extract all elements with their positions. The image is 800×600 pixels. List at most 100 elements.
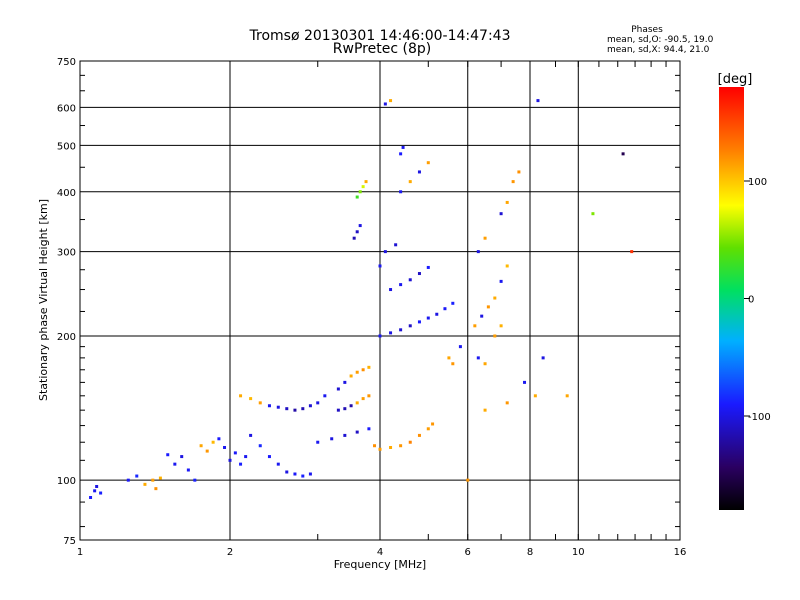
y-tick-label: 750 xyxy=(57,57,76,68)
data-point xyxy=(355,195,359,199)
data-point xyxy=(389,445,393,449)
data-point xyxy=(389,331,393,335)
data-point xyxy=(158,476,162,480)
data-point xyxy=(249,397,253,401)
data-point xyxy=(483,408,487,412)
data-point xyxy=(239,462,243,466)
chart-subtitle: RwPretec (8p) xyxy=(333,41,431,57)
x-tick-label: 8 xyxy=(527,547,533,558)
data-point xyxy=(276,462,280,466)
x-tick-label: 6 xyxy=(465,547,471,558)
data-point xyxy=(151,478,155,482)
data-point xyxy=(426,427,430,431)
data-point xyxy=(630,250,634,254)
data-point xyxy=(473,324,477,328)
data-point xyxy=(352,236,356,240)
data-point xyxy=(276,405,280,409)
data-point xyxy=(408,324,412,328)
data-point xyxy=(223,445,227,449)
data-point xyxy=(483,236,487,240)
data-point xyxy=(417,433,421,437)
data-point xyxy=(358,190,362,194)
data-point xyxy=(217,437,221,441)
data-point xyxy=(258,401,262,405)
data-point xyxy=(367,427,371,431)
data-point xyxy=(493,296,497,300)
data-point xyxy=(244,455,248,459)
data-point xyxy=(499,212,503,216)
y-tick-label: 500 xyxy=(57,141,76,152)
data-point xyxy=(399,152,403,156)
data-point xyxy=(336,387,340,391)
data-point xyxy=(389,99,393,103)
data-point xyxy=(93,489,97,493)
data-point xyxy=(389,288,393,292)
colorbar-tick-label: 0 xyxy=(748,295,754,306)
data-point xyxy=(408,180,412,184)
data-point xyxy=(383,250,387,254)
data-point xyxy=(493,334,497,338)
data-point xyxy=(431,422,435,426)
x-axis-ticks: 1 2 4 6 8 10 16 xyxy=(77,61,686,558)
data-point xyxy=(308,404,312,408)
data-point xyxy=(239,394,243,398)
data-point xyxy=(533,394,537,398)
y-tick-label: 100 xyxy=(57,476,76,487)
data-point xyxy=(383,102,387,106)
data-point xyxy=(355,370,359,374)
data-point xyxy=(435,312,439,316)
data-point xyxy=(480,314,484,318)
data-point xyxy=(399,328,403,332)
data-point xyxy=(361,397,365,401)
data-point xyxy=(505,264,509,268)
data-point xyxy=(99,491,103,495)
legend-title: Phases xyxy=(631,25,663,35)
data-point xyxy=(126,478,130,482)
data-point xyxy=(301,474,305,478)
data-point xyxy=(205,449,209,453)
data-point xyxy=(267,455,271,459)
data-point xyxy=(417,272,421,276)
x-tick-label: 4 xyxy=(377,547,383,558)
data-point xyxy=(408,278,412,282)
data-point xyxy=(399,444,403,448)
data-point xyxy=(541,356,545,360)
data-point xyxy=(476,356,480,360)
data-point xyxy=(166,453,170,457)
data-point xyxy=(378,334,382,338)
data-point xyxy=(143,482,147,486)
data-point xyxy=(417,170,421,174)
x-tick-label: 2 xyxy=(227,547,233,558)
data-point xyxy=(308,472,312,476)
data-point xyxy=(89,495,93,499)
data-point xyxy=(293,472,297,476)
data-point xyxy=(285,407,289,411)
data-point xyxy=(343,380,347,384)
data-point xyxy=(358,224,362,228)
data-point xyxy=(523,380,527,384)
data-point xyxy=(249,433,253,437)
data-point xyxy=(426,316,430,320)
data-point xyxy=(536,99,540,103)
y-tick-label: 300 xyxy=(57,248,76,259)
data-point xyxy=(361,368,365,372)
data-point xyxy=(211,440,215,444)
data-point xyxy=(378,447,382,451)
y-tick-label: 400 xyxy=(57,188,76,199)
chart-title: Tromsø 20130301 14:46:00-14:47:43 xyxy=(249,28,511,44)
data-point xyxy=(394,243,398,247)
data-point xyxy=(173,462,177,466)
data-point xyxy=(399,190,403,194)
data-point xyxy=(505,401,509,405)
data-point xyxy=(373,444,377,448)
x-axis-label: Frequency [MHz] xyxy=(334,558,426,571)
data-point xyxy=(426,265,430,269)
data-point xyxy=(186,468,190,472)
colorbar: [deg] 100 0 -100 xyxy=(718,72,771,510)
y-tick-label: 75 xyxy=(63,536,76,547)
data-point xyxy=(621,152,625,156)
data-point xyxy=(316,401,320,405)
data-point xyxy=(517,170,521,174)
data-point xyxy=(180,455,184,459)
data-point xyxy=(343,433,347,437)
